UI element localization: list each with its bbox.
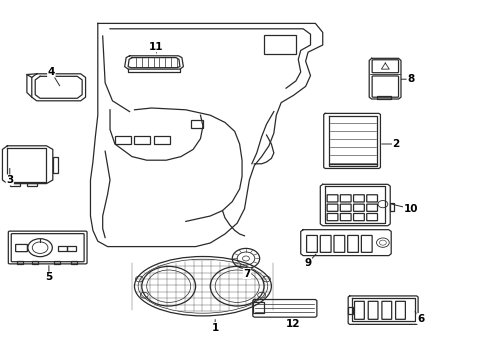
Bar [67, 246, 76, 251]
Bar [53, 157, 58, 173]
Text: 11: 11 [149, 42, 163, 52]
Bar [54, 261, 60, 264]
Bar [389, 203, 393, 211]
Text: 7: 7 [243, 269, 250, 279]
Bar [71, 261, 77, 264]
Bar [190, 120, 203, 128]
Bar [134, 136, 150, 144]
Text: 3: 3 [6, 175, 13, 185]
Bar [115, 136, 130, 144]
Bar [32, 261, 38, 264]
Bar [27, 183, 37, 186]
Text: 6: 6 [416, 314, 423, 324]
Text: 4: 4 [47, 67, 55, 77]
Text: 10: 10 [403, 204, 417, 214]
Text: 9: 9 [304, 258, 311, 268]
Bar [347, 307, 352, 314]
Text: 2: 2 [392, 139, 399, 149]
Text: 8: 8 [407, 74, 413, 84]
Text: 5: 5 [45, 272, 52, 282]
Bar [376, 96, 390, 99]
Bar [17, 261, 23, 264]
Bar [10, 183, 20, 186]
Bar [58, 246, 66, 251]
Bar [264, 35, 295, 54]
Text: 1: 1 [211, 323, 218, 333]
Bar [154, 136, 169, 144]
Bar [252, 302, 263, 313]
Text: 12: 12 [285, 319, 300, 329]
